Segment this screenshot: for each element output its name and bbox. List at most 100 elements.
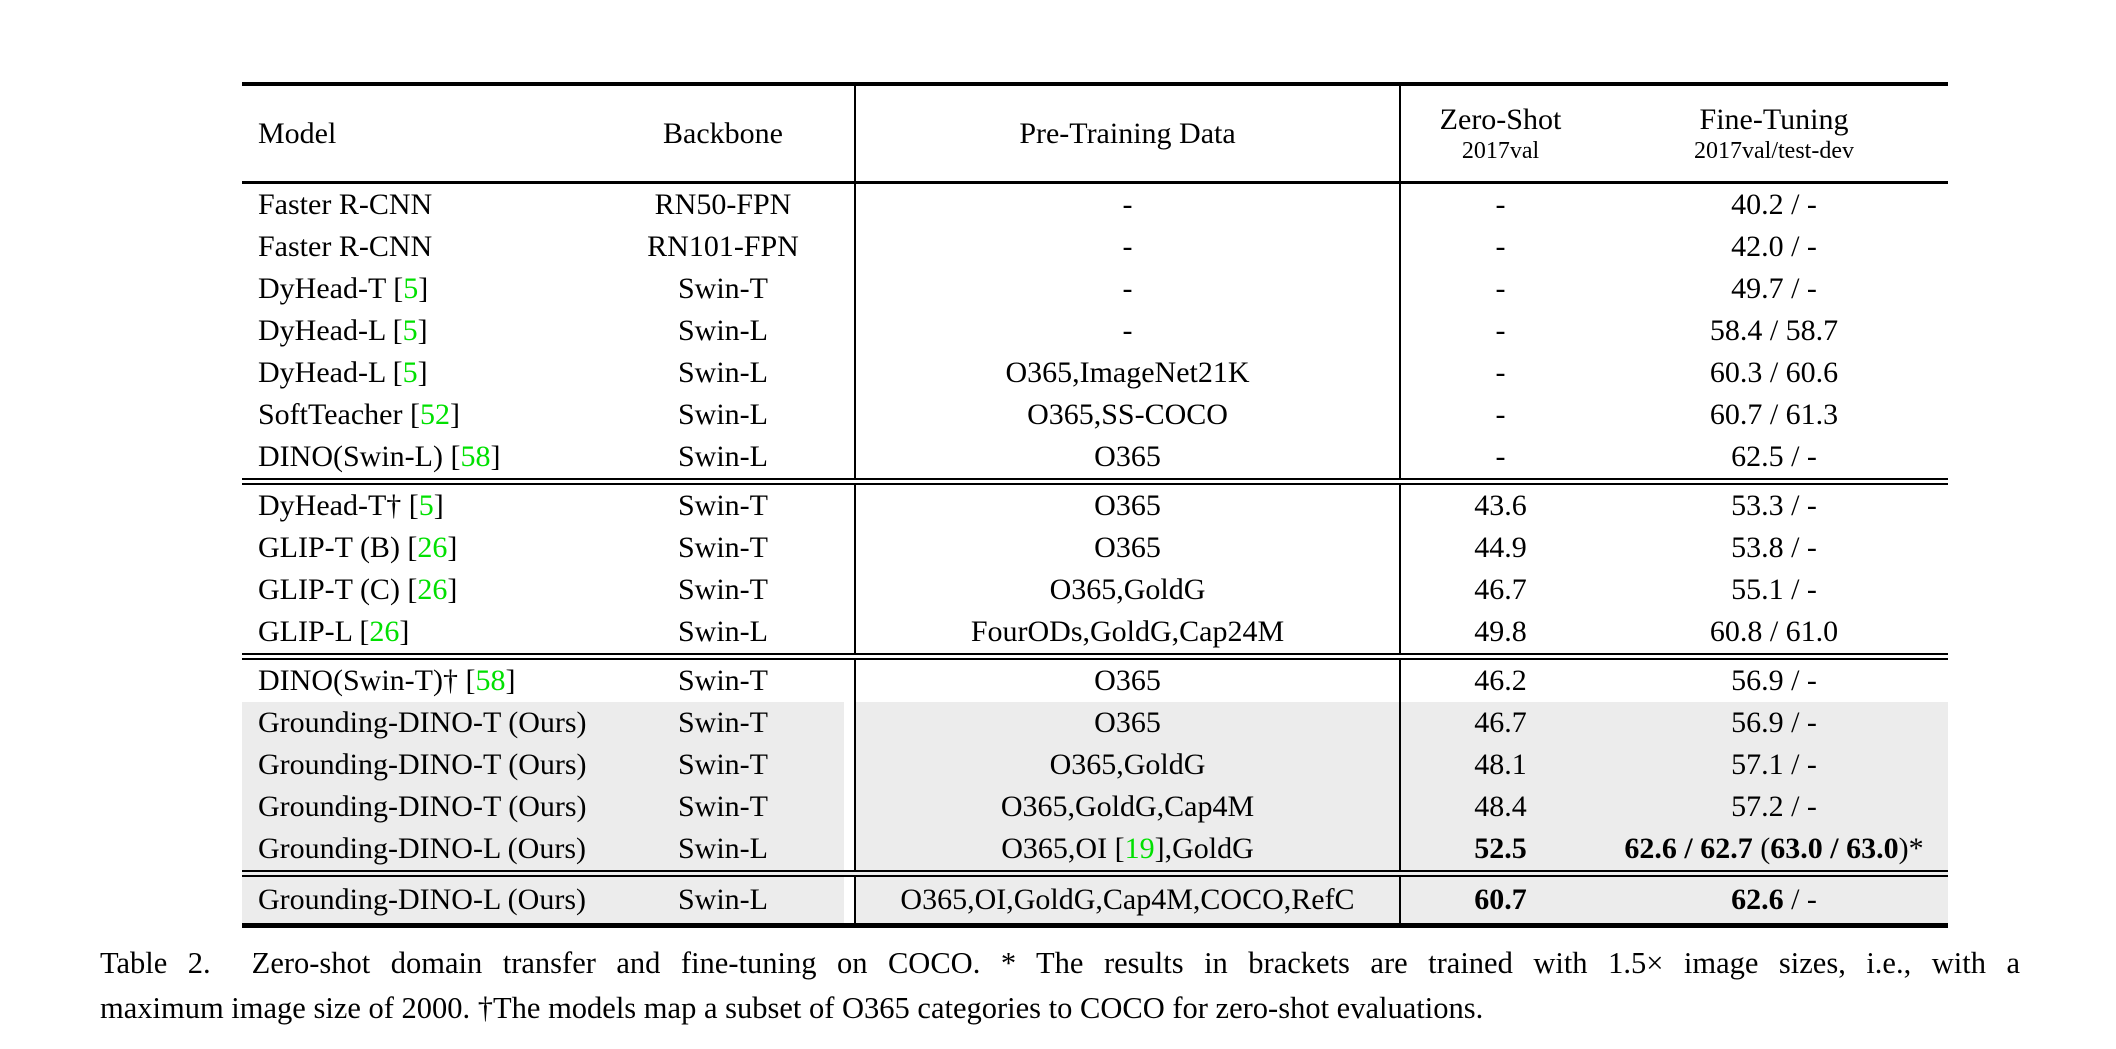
cell-pretrain: O365 xyxy=(854,527,1400,569)
col-header-zero-shot: Zero-Shot 2017val xyxy=(1399,82,1600,184)
text-segment: / - xyxy=(1783,883,1817,916)
cell-ft: 55.1 / - xyxy=(1600,569,1948,611)
citation-link[interactable]: 5 xyxy=(402,314,418,347)
text-segment: O365,OI,GoldG,Cap4M,COCO,RefC xyxy=(900,883,1355,916)
text-segment: ] xyxy=(449,398,460,431)
text-segment: - xyxy=(1495,188,1506,221)
cell-ft: 57.1 / - xyxy=(1600,744,1948,786)
citation-link[interactable]: 5 xyxy=(402,356,418,389)
table-header: Model Backbone Pre-Training Data Zero-Sh… xyxy=(242,82,1948,184)
text-segment: - xyxy=(1495,398,1506,431)
cell-ft: 58.4 / 58.7 xyxy=(1600,310,1948,352)
text-segment: DINO(Swin-L) [ xyxy=(258,440,461,473)
cell-model: DyHead-L [5] xyxy=(242,310,592,352)
text-segment: SoftTeacher [ xyxy=(258,398,420,431)
cell-zs: 48.1 xyxy=(1399,744,1600,786)
cell-backbone: Swin-L xyxy=(592,828,855,874)
cell-pretrain: O365,GoldG xyxy=(854,744,1400,786)
cell-model: Grounding-DINO-T (Ours) xyxy=(242,786,592,828)
cell-ft: 56.9 / - xyxy=(1600,653,1948,702)
citation-link[interactable]: 26 xyxy=(417,573,448,606)
text-segment: ] xyxy=(417,356,428,389)
text-segment: ] xyxy=(447,573,458,606)
text-segment: - xyxy=(1495,356,1506,389)
citation-link[interactable]: 52 xyxy=(419,398,450,431)
header-row: Model Backbone Pre-Training Data Zero-Sh… xyxy=(242,82,1948,184)
citation-link[interactable]: 26 xyxy=(417,531,448,564)
cell-model: DINO(Swin-T)† [58] xyxy=(242,653,592,702)
text-segment: RN50-FPN xyxy=(654,188,792,221)
text-segment: ] xyxy=(447,531,458,564)
cell-pretrain: O365,ImageNet21K xyxy=(854,352,1400,394)
cell-backbone: Swin-T xyxy=(592,268,855,310)
text-segment: ] xyxy=(505,664,516,697)
cell-zs: 43.6 xyxy=(1399,478,1600,527)
cell-backbone: Swin-L xyxy=(592,436,855,482)
cell-pretrain: - xyxy=(854,182,1400,226)
text-segment: 62.5 / - xyxy=(1731,440,1817,473)
text-segment: Grounding-DINO-T (Ours) xyxy=(258,790,587,823)
text-segment: 57.2 / - xyxy=(1731,790,1817,823)
text-segment: - xyxy=(1495,440,1506,473)
cell-model: Grounding-DINO-T (Ours) xyxy=(242,744,592,786)
text-segment: Swin-T xyxy=(678,664,768,697)
text-segment: - xyxy=(1122,314,1133,347)
cell-model: Faster R-CNN xyxy=(242,183,592,227)
text-segment: 52.5 xyxy=(1474,832,1527,865)
text-segment: Swin-T xyxy=(678,706,768,739)
cell-pretrain: - xyxy=(854,226,1400,268)
table-row: GLIP-L [26] Swin-L FourODs,GoldG,Cap24M 49.… xyxy=(242,611,1948,657)
text-segment: 60.7 / 61.3 xyxy=(1709,398,1839,431)
text-segment: DINO(Swin-T)† [ xyxy=(258,664,476,697)
text-segment: 48.4 xyxy=(1474,790,1527,823)
cell-ft: 60.8 / 61.0 xyxy=(1600,611,1948,657)
text-segment: ] xyxy=(399,615,410,648)
cell-zs: - xyxy=(1399,310,1600,352)
text-segment: 60.8 / 61.0 xyxy=(1709,615,1839,648)
text-segment: 46.7 xyxy=(1474,706,1527,739)
cell-backbone: Swin-T xyxy=(592,653,855,702)
table-row: SoftTeacher [52] Swin-L O365,SS-COCO - 60.7 … xyxy=(242,394,1948,436)
cell-ft: 62.6 / - xyxy=(1600,870,1948,928)
table-row: Faster R-CNN RN50-FPN - - 40.2 / - xyxy=(242,182,1948,227)
text-segment: 56.9 / - xyxy=(1731,664,1817,697)
text-segment: O365 xyxy=(1094,531,1161,564)
text-segment: Swin-T xyxy=(678,748,768,781)
cell-pretrain: - xyxy=(854,310,1400,352)
text-segment: 56.9 / - xyxy=(1731,706,1817,739)
table-row: GLIP-T (B) [26] Swin-T O365 44.9 53.8 / - xyxy=(242,527,1948,569)
cell-ft: 60.3 / 60.6 xyxy=(1600,352,1948,394)
text-segment: GLIP-T (B) [ xyxy=(258,531,418,564)
cell-model: Grounding-DINO-L (Ours) xyxy=(242,870,592,928)
citation-link[interactable]: 26 xyxy=(369,615,400,648)
citation-link[interactable]: 58 xyxy=(475,664,506,697)
cell-ft: 42.0 / - xyxy=(1600,226,1948,268)
col-header-backbone: Backbone xyxy=(592,82,855,184)
cell-backbone: Swin-T xyxy=(592,527,855,569)
text-segment: - xyxy=(1122,230,1133,263)
text-segment: 57.1 / - xyxy=(1731,748,1817,781)
citation-link[interactable]: 58 xyxy=(460,440,491,473)
text-segment: 48.1 xyxy=(1474,748,1527,781)
cell-pretrain: O365,OI,GoldG,Cap4M,COCO,RefC xyxy=(854,870,1400,928)
table-row: Grounding-DINO-T (Ours) Swin-T O365 46.7 56.… xyxy=(242,702,1948,744)
text-segment: Swin-L xyxy=(678,615,768,648)
text-segment: ] xyxy=(418,272,429,305)
cell-ft: 40.2 / - xyxy=(1600,183,1948,227)
cell-model: Grounding-DINO-T (Ours) xyxy=(242,702,592,744)
col-header-pretraining-data: Pre-Training Data xyxy=(854,82,1400,184)
text-segment: Grounding-DINO-T (Ours) xyxy=(258,706,587,739)
cell-zs: 60.7 xyxy=(1399,870,1600,928)
text-segment: 49.7 / - xyxy=(1731,272,1817,305)
citation-link[interactable]: 5 xyxy=(403,272,419,305)
text-segment: O365 xyxy=(1094,664,1161,697)
cell-ft: 49.7 / - xyxy=(1600,268,1948,310)
zero-shot-subtitle: 2017val xyxy=(1461,137,1540,164)
citation-link[interactable]: 19 xyxy=(1124,832,1155,865)
citation-link[interactable]: 5 xyxy=(418,489,434,522)
text-segment: RN101-FPN xyxy=(647,230,799,263)
cell-ft: 53.3 / - xyxy=(1600,478,1948,527)
cell-backbone: Swin-L xyxy=(592,394,855,436)
cell-backbone: Swin-L xyxy=(592,611,855,657)
table-caption: Table 2. Zero-shot domain transfer and f… xyxy=(100,941,2020,1031)
